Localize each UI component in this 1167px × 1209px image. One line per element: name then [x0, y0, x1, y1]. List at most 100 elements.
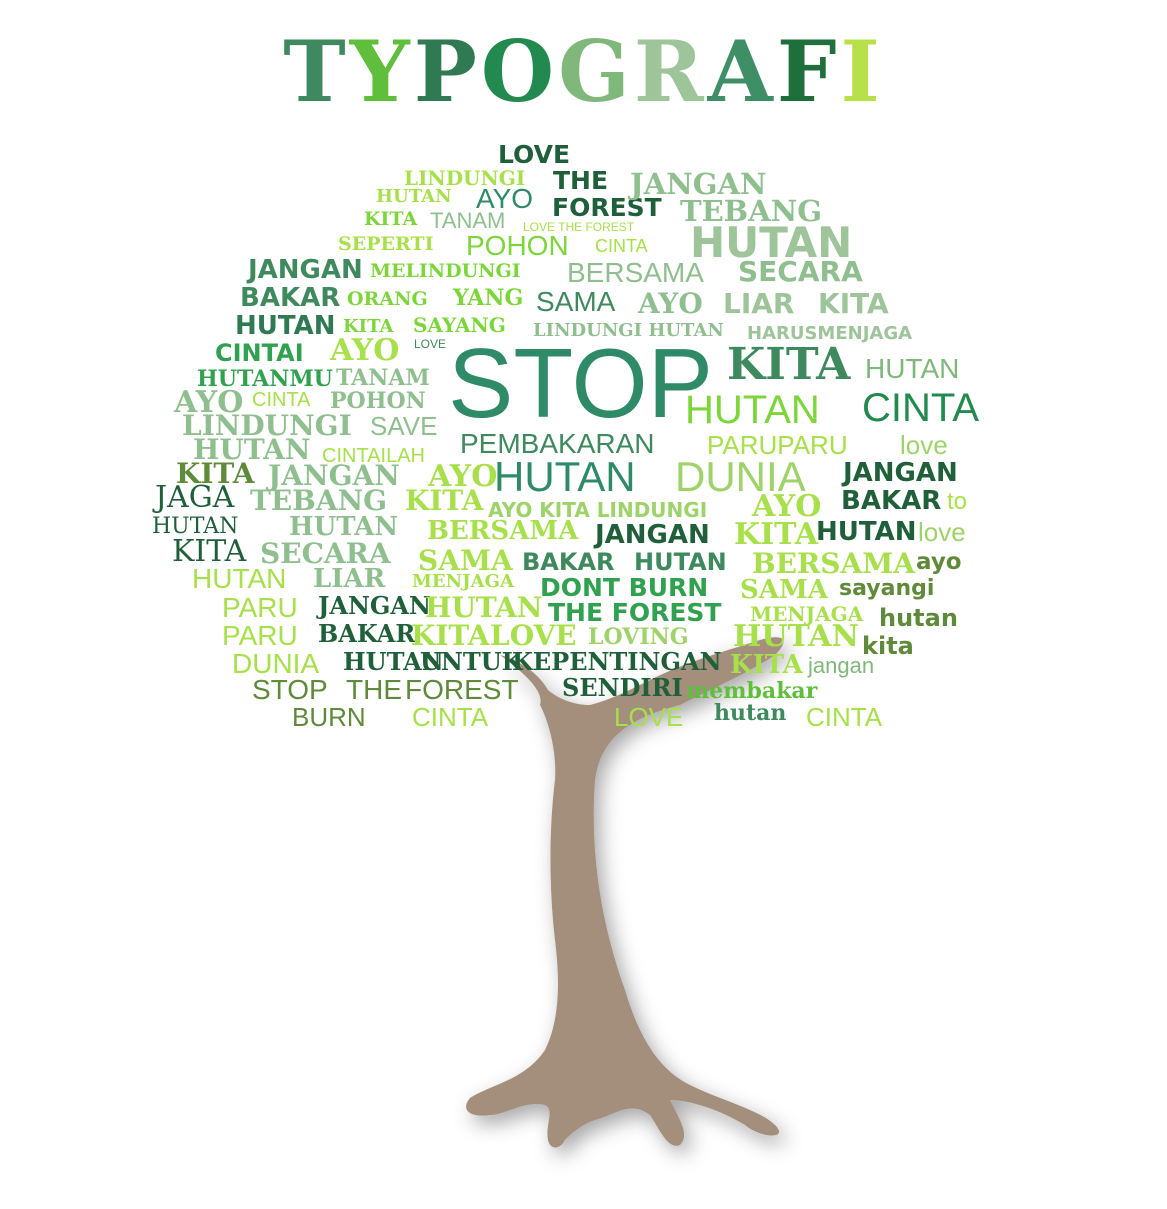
word: JAGA: [155, 480, 235, 515]
word: POHON: [466, 230, 569, 261]
word: CINTAILAH: [322, 445, 425, 467]
word: HUTAN: [494, 453, 636, 500]
word: ayo: [916, 549, 962, 575]
title-letter: F: [776, 22, 841, 121]
word: TANAM: [430, 208, 506, 233]
word: THE FOREST: [548, 598, 722, 627]
word: MENJAGA: [412, 571, 514, 592]
word: SENDIRI: [562, 673, 683, 702]
word: AYO KITA LINDUNGI: [488, 498, 708, 522]
word: BAKAR: [522, 548, 615, 576]
word: CINTA: [412, 702, 489, 732]
word: HUTAN: [634, 548, 727, 576]
word: FOREST: [405, 674, 519, 705]
word: CINTA: [862, 386, 980, 430]
word: SECARA: [738, 255, 863, 288]
word: JANGAN: [248, 255, 363, 285]
word: HUTAN: [289, 512, 399, 542]
word: SAVE: [370, 411, 438, 441]
word: SAMA: [740, 575, 828, 605]
word: LOVING: [588, 624, 689, 650]
word: STOP: [252, 674, 328, 705]
word: BAKAR: [841, 486, 942, 516]
word: TANAM: [336, 365, 430, 391]
word: BAKAR: [240, 283, 341, 313]
word: MELINDUNGI: [370, 260, 521, 282]
word: JANGAN: [268, 459, 400, 492]
word: HUTAN: [376, 186, 452, 207]
title-letter: R: [633, 22, 708, 121]
word: HUTAN: [865, 353, 960, 384]
word: AYO: [638, 287, 703, 320]
word: DUNIA: [675, 453, 806, 500]
word: BERSAMA: [752, 547, 915, 580]
word: JANGAN: [318, 591, 431, 620]
word: AYO: [330, 333, 400, 368]
word: LINDUNGI HUTAN: [533, 320, 724, 341]
word: KITA: [405, 484, 484, 517]
word: LOVE: [614, 702, 684, 732]
word: PARU: [222, 620, 298, 651]
word: HUTAN: [235, 311, 336, 341]
word: BERSAMA: [427, 516, 579, 546]
word: KITA: [734, 517, 819, 552]
word: LOVE: [414, 337, 447, 351]
word: sayangi: [839, 576, 935, 601]
word: HUTAN: [425, 591, 543, 624]
word: CINTA: [595, 236, 648, 256]
word: HUTAN: [193, 433, 311, 466]
word: HUTAN: [343, 647, 444, 676]
word: LIAR: [313, 564, 386, 594]
title-letter: P: [413, 22, 481, 121]
word: LIAR: [723, 287, 795, 320]
word: TEBANG: [250, 484, 388, 517]
page-title: TYPOGRAFI: [0, 30, 1167, 114]
word: AYO: [428, 459, 498, 494]
word: SAYANG: [413, 313, 506, 337]
word: AYO: [476, 183, 534, 214]
title-letter: G: [558, 22, 634, 121]
word: KITA: [364, 208, 418, 230]
word: KITA: [818, 287, 889, 320]
word: kita: [862, 632, 914, 660]
word: CINTAI: [215, 339, 304, 367]
word: SEPERTI: [338, 233, 434, 255]
title-letter: T: [283, 22, 350, 121]
word: KITA: [172, 534, 247, 569]
word: JANGAN: [630, 167, 767, 201]
title-letter: A: [707, 22, 777, 121]
word: BERSAMA: [567, 257, 704, 288]
word: to: [947, 488, 968, 515]
word: JANGAN: [595, 520, 710, 550]
word: AYO: [174, 385, 244, 420]
word: love: [900, 430, 948, 460]
word: TEBANG: [680, 194, 822, 228]
word: DUNIA: [232, 648, 320, 679]
word: ORANG: [347, 288, 428, 310]
word: PARUPARU: [707, 430, 848, 460]
word: HUTAN: [690, 218, 853, 267]
trunk-shape: [466, 637, 784, 1148]
word: UNTUK: [420, 647, 523, 676]
word: jangan: [808, 653, 875, 678]
word: PEMBAKARAN: [460, 428, 655, 459]
word: HUTAN: [685, 388, 820, 432]
word: HUTAN: [192, 563, 287, 594]
word: POHON: [330, 388, 426, 414]
word: CINTA: [252, 389, 311, 411]
word: KITA: [730, 650, 803, 680]
word: BAKAR: [318, 619, 416, 648]
word: hutan: [879, 604, 958, 632]
word: hutan: [714, 700, 787, 726]
word: LINDUNGI: [182, 409, 352, 442]
word: THE: [346, 674, 402, 705]
word: KITA: [343, 316, 394, 337]
word: LINDUNGI: [404, 166, 526, 190]
word: HARUSMENJAGA: [747, 323, 913, 344]
word: JANGAN: [843, 458, 958, 488]
word: love: [918, 517, 966, 547]
word: THE: [553, 166, 609, 195]
word: LOVE THE FOREST: [523, 220, 635, 234]
word: SAMA: [536, 286, 616, 317]
